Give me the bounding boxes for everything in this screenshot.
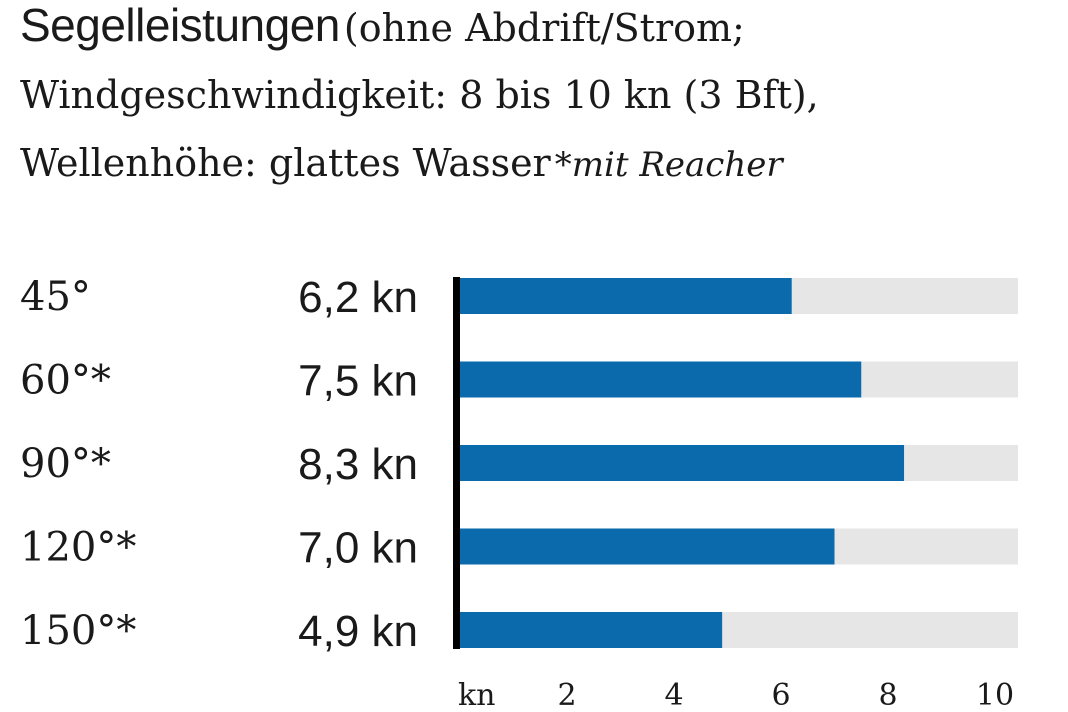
subtitle-line-3: Wellenhöhe: glattes Wasser	[20, 141, 551, 185]
x-tick-label: 4	[664, 678, 683, 712]
x-tick-label: 2	[557, 678, 576, 712]
y-axis-line	[453, 277, 460, 649]
bar	[460, 278, 792, 314]
value-label: 8,3 kn	[298, 440, 418, 489]
category-label: 45°	[20, 274, 91, 320]
category-label: 90°*	[20, 441, 111, 487]
chart-title: Segelleistungen	[20, 0, 340, 51]
title-line-1: Segelleistungen (ohne Abdrift/Strom;	[20, 2, 745, 48]
x-tick-label: 8	[878, 678, 897, 712]
category-label: 60°*	[20, 358, 111, 404]
bar	[460, 361, 862, 398]
bar	[460, 612, 723, 648]
category-label: 120°*	[20, 525, 136, 571]
value-label: 7,0 kn	[298, 524, 418, 573]
bar	[460, 445, 905, 481]
value-label: 4,9 kn	[298, 607, 418, 656]
x-tick-label: 10	[976, 678, 1014, 712]
value-label: 7,5 kn	[298, 357, 418, 406]
bar	[460, 528, 835, 565]
title-line-3: Wellenhöhe: glattes Wasser *mit Reacher	[20, 144, 783, 182]
subtitle-line-2: Windgeschwindigkeit: 8 bis 10 kn (3 Bft)…	[20, 73, 819, 117]
value-label: 6,2 kn	[298, 273, 418, 322]
subtitle-part-1: (ohne Abdrift/Strom;	[343, 6, 745, 50]
footnote-reacher: *mit Reacher	[554, 145, 783, 185]
category-label: 150°*	[20, 608, 136, 654]
x-axis-unit-label: kn	[458, 678, 496, 712]
x-tick-label: 6	[771, 678, 790, 712]
